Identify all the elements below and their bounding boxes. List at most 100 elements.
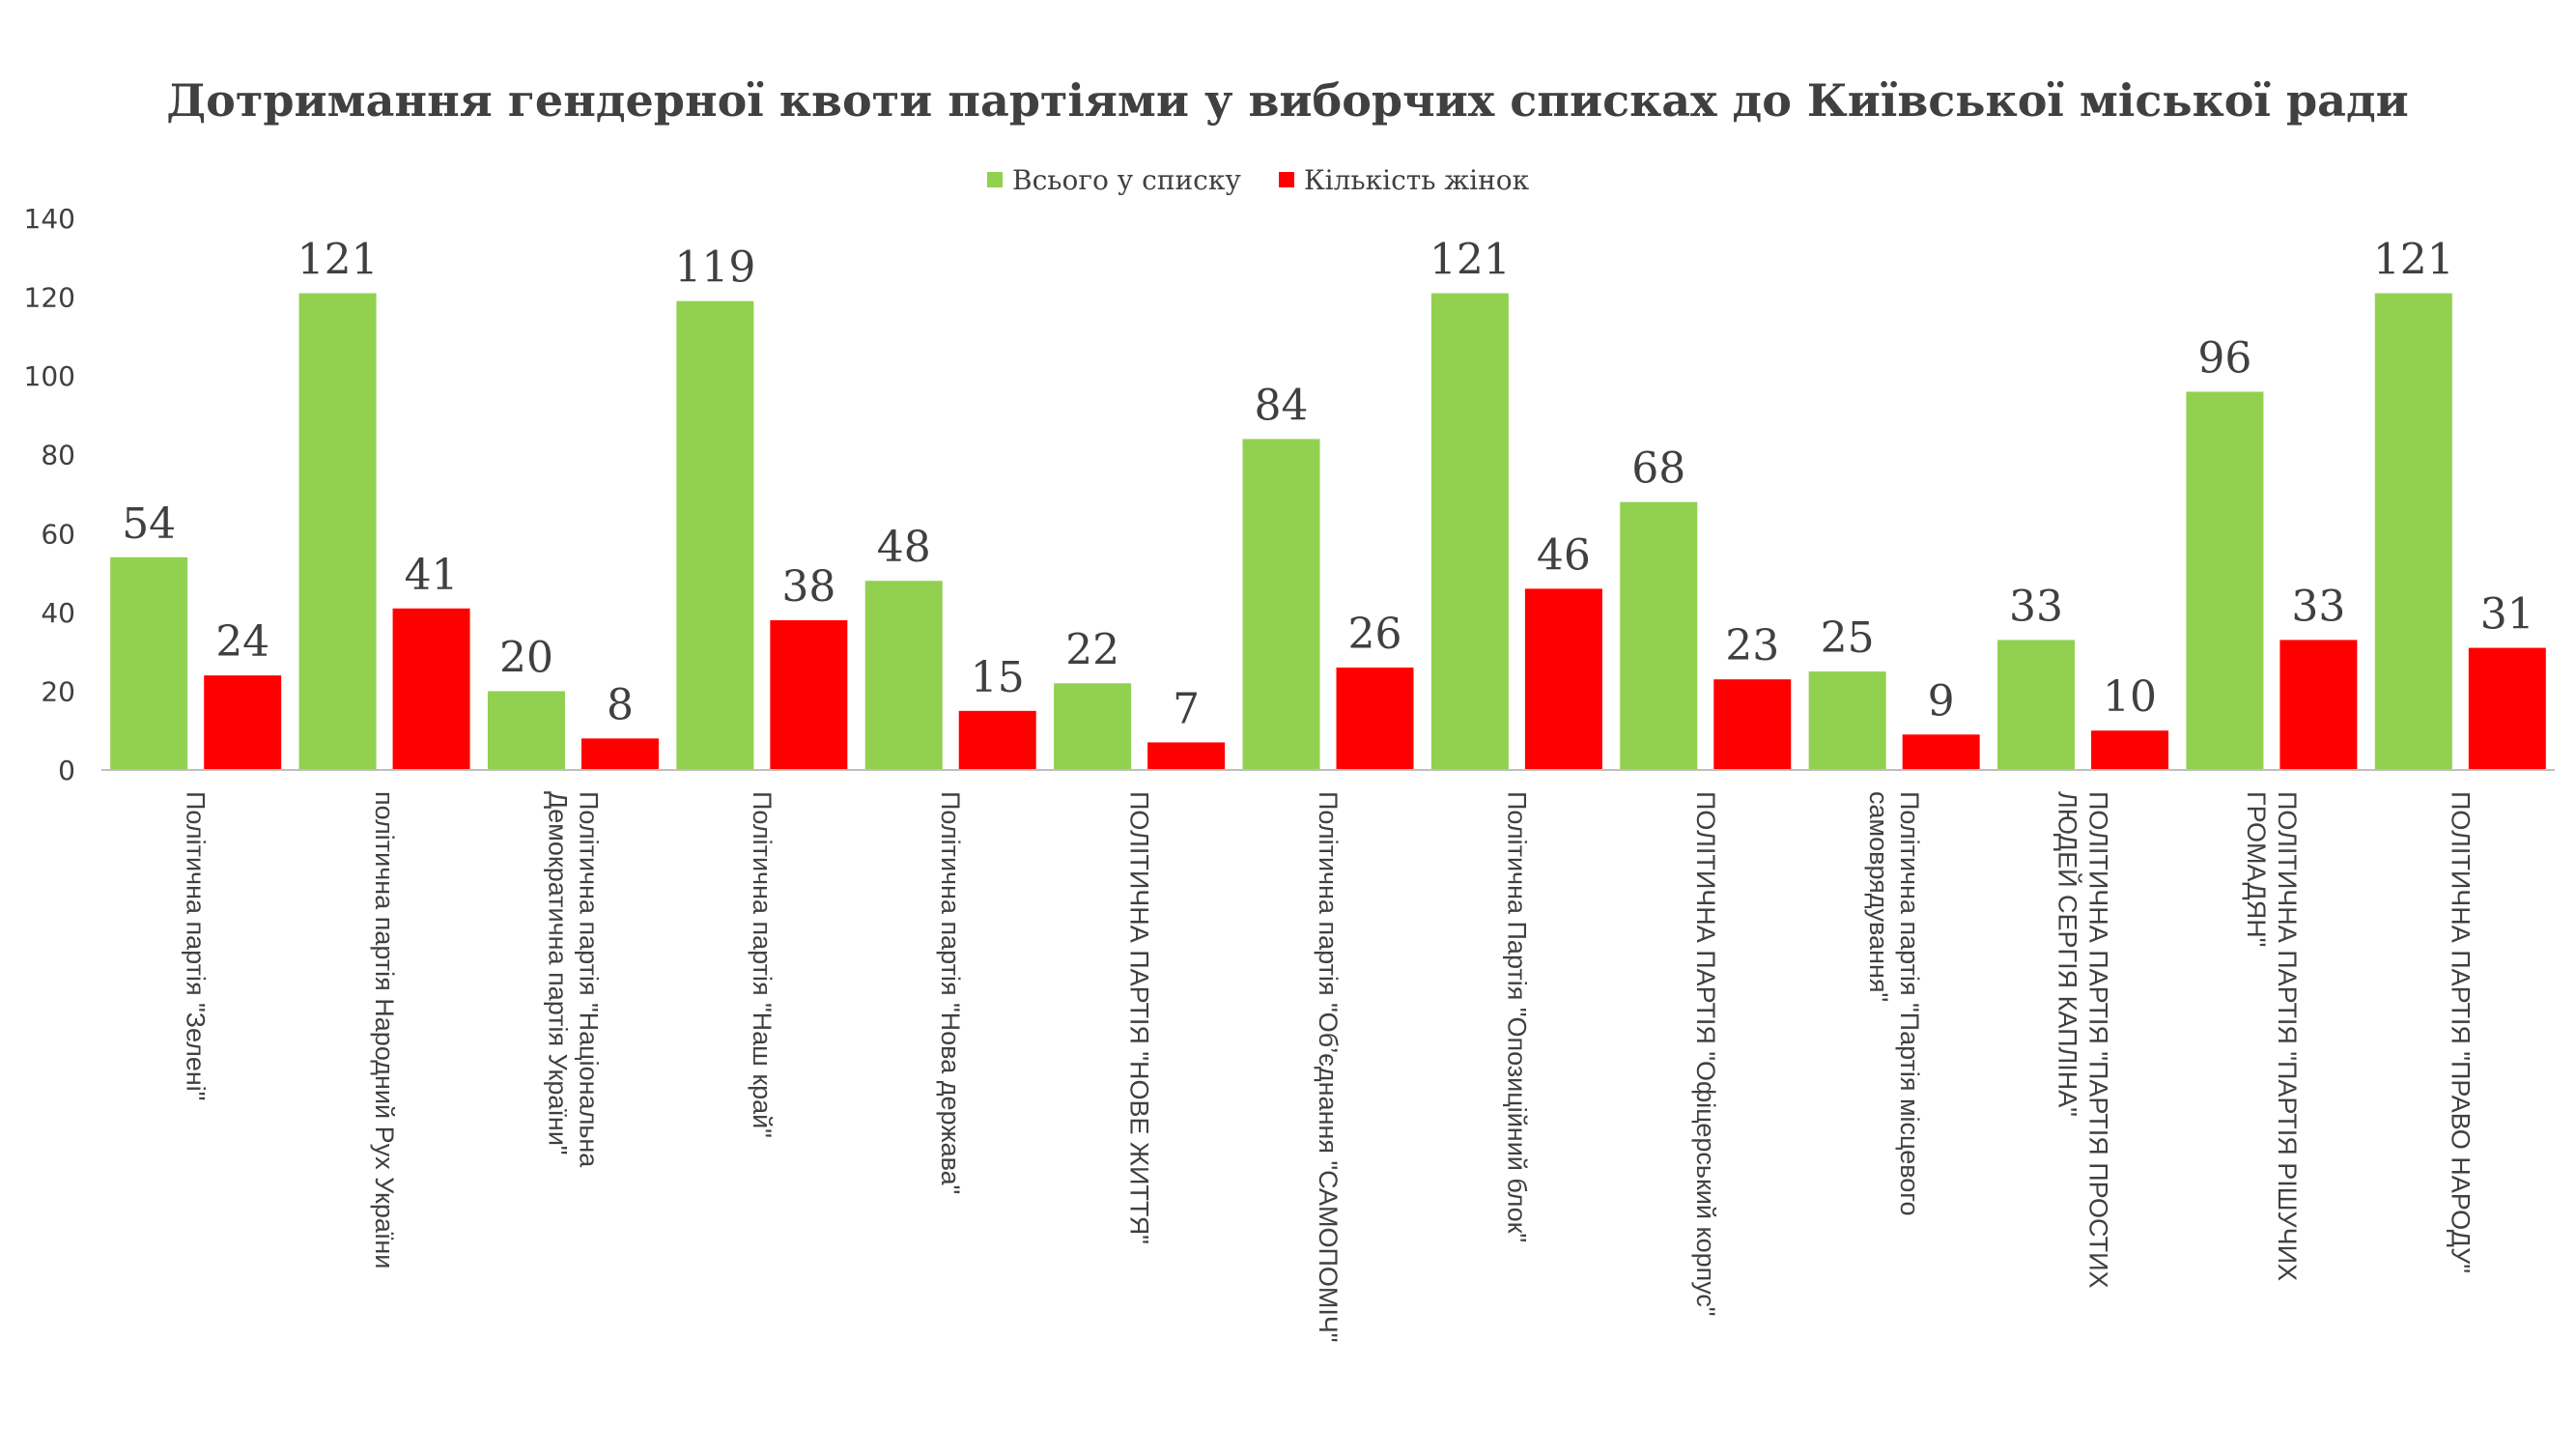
x-tick-label-text: Політична партія "НаціональнаДемократичн… (543, 791, 603, 1168)
bar-total (676, 300, 754, 770)
x-tick-label-text: Політична партія "Наш край" (748, 791, 777, 1138)
x-tick-label-line: ЛЮДЕЙ СЕРГІЯ КАПЛІНА" (2053, 791, 2083, 1117)
data-label-total: 119 (674, 243, 755, 293)
bars (110, 293, 2546, 770)
bar-women (1713, 679, 1792, 770)
x-tick-label-line: ПОЛІТИЧНА ПАРТІЯ "ПАРТІЯ ПРОСТИХ (2084, 791, 2113, 1289)
x-tick-label-text: ПОЛІТИЧНА ПАРТІЯ "ПАРТІЯ РІШУЧИХГРОМАДЯН… (2242, 791, 2302, 1281)
data-label-women: 41 (405, 551, 459, 600)
data-label-total: 22 (1065, 625, 1119, 674)
bar-total (1054, 683, 1132, 770)
y-tick-label: 140 (24, 203, 75, 235)
y-tick-label: 40 (41, 597, 75, 629)
x-tick-label: ПОЛІТИЧНА ПАРТІЯ "НОВЕ ЖИТТЯ" (1125, 791, 1154, 1244)
data-label-women: 46 (1537, 530, 1591, 580)
bar-women (1902, 734, 1980, 770)
bar-women (580, 738, 659, 770)
x-tick-label-text: ПОЛІТИЧНА ПАРТІЯ "ПРАВО НАРОДУ" (2446, 791, 2475, 1273)
data-label-total: 20 (499, 633, 553, 682)
x-tick-label-line: ПОЛІТИЧНА ПАРТІЯ "ПАРТІЯ РІШУЧИХ (2273, 791, 2302, 1281)
data-label-total: 96 (2197, 333, 2251, 383)
data-label-total: 33 (2009, 582, 2063, 631)
bar-women (1524, 588, 1602, 770)
data-label-total: 121 (297, 235, 379, 284)
bar-total (110, 556, 188, 770)
x-tick-label-line: Політична партія "Об’єднання "САМОПОМІЧ" (1314, 791, 1343, 1343)
y-tick-label: 60 (41, 518, 75, 550)
y-tick-label: 120 (24, 282, 75, 314)
x-tick-label-text: політична партія Народний Рух України (370, 791, 399, 1269)
y-axis: 0 20 40 60 80 100 120 140 (24, 203, 75, 786)
x-tick-label: Політична партія "Об’єднання "САМОПОМІЧ" (1314, 791, 1343, 1343)
legend-label-women: Кількість жінок (1304, 164, 1530, 196)
bar-total (2374, 293, 2452, 770)
data-label-women: 33 (2291, 582, 2345, 631)
x-tick-label: Політична партія "Зелені" (182, 791, 211, 1100)
x-tick-label: Політична партія "Наш край" (748, 791, 777, 1138)
data-label-total: 121 (2373, 235, 2454, 284)
data-label-women: 10 (2103, 672, 2157, 722)
x-tick-label-line: ПОЛІТИЧНА ПАРТІЯ "НОВЕ ЖИТТЯ" (1125, 791, 1154, 1244)
x-tick-label-line: Політична партія "Партія місцевого (1895, 791, 1924, 1216)
x-tick-label-line: політична партія Народний Рух України (370, 791, 399, 1269)
x-tick-label-line: Політична партія "Наш край" (748, 791, 777, 1138)
data-label-total: 54 (122, 499, 176, 549)
x-tick-label: Політична партія "Нова держава" (936, 791, 965, 1194)
x-tick-label-line: самоврядування" (1864, 791, 1893, 1002)
data-label-total: 121 (1430, 235, 1511, 284)
x-tick-label-text: Політична партія "Об’єднання "САМОПОМІЧ" (1314, 791, 1343, 1343)
x-tick-label: ПОЛІТИЧНА ПАРТІЯ "Офіцерський корпус" (1691, 791, 1720, 1317)
bar-women (958, 710, 1036, 770)
x-tick-label-line: ПОЛІТИЧНА ПАРТІЯ "ПРАВО НАРОДУ" (2446, 791, 2475, 1273)
y-tick-label: 80 (41, 440, 75, 471)
x-tick-label-text: ПОЛІТИЧНА ПАРТІЯ "ПАРТІЯ ПРОСТИХЛЮДЕЙ СЕ… (2053, 791, 2113, 1289)
x-tick-label-text: ПОЛІТИЧНА ПАРТІЯ "НОВЕ ЖИТТЯ" (1125, 791, 1154, 1244)
data-label-total: 68 (1631, 444, 1685, 494)
data-label-women: 8 (607, 680, 634, 729)
x-axis-labels: Політична партія "Зелені" політична парті… (182, 791, 2476, 1343)
bar-total (2186, 391, 2264, 770)
data-label-total: 84 (1255, 381, 1309, 430)
x-tick-label-line: Демократична партія України" (543, 791, 572, 1155)
legend: Всього у списку Кількість жінок (987, 164, 1530, 196)
bar-women (1147, 742, 1226, 770)
x-tick-label-text: Політична партія "Нова держава" (936, 791, 965, 1194)
data-label-women: 7 (1173, 684, 1200, 733)
bar-total (298, 293, 377, 770)
data-label-women: 15 (971, 653, 1025, 702)
bar-women (392, 608, 470, 770)
data-label-women: 38 (781, 562, 835, 612)
x-tick-label-text: Політична партія "Зелені" (182, 791, 211, 1100)
bar-women (2279, 640, 2358, 770)
x-tick-label-line: Політична Партія "Опозиційний блок" (1502, 791, 1531, 1242)
x-tick-label: ПОЛІТИЧНА ПАРТІЯ "ПАРТІЯ РІШУЧИХГРОМАДЯН… (2242, 791, 2302, 1281)
bar-women (770, 620, 848, 770)
data-label-women: 26 (1348, 610, 1402, 659)
y-tick-label: 20 (41, 675, 75, 707)
y-tick-label: 100 (24, 360, 75, 392)
bar-total (864, 581, 943, 770)
bar-women (1336, 667, 1414, 770)
bar-women (2091, 730, 2169, 770)
data-label-women: 23 (1725, 621, 1779, 670)
bar-total (1997, 640, 2076, 770)
bar-total (487, 691, 565, 770)
data-label-total: 25 (1821, 613, 1875, 663)
data-label-women: 31 (2480, 590, 2534, 640)
bar-total (1430, 293, 1509, 770)
x-tick-label: політична партія Народний Рух України (370, 791, 399, 1269)
x-tick-label-text: Політична партія "Партія місцевогосамовр… (1864, 791, 1924, 1216)
y-tick-label: 0 (58, 755, 75, 786)
bar-total (1620, 501, 1698, 770)
bar-women (2468, 647, 2546, 770)
bar-women (204, 675, 282, 770)
x-tick-label: Політична Партія "Опозиційний блок" (1502, 791, 1531, 1242)
x-tick-label: ПОЛІТИЧНА ПАРТІЯ "ПРАВО НАРОДУ" (2446, 791, 2475, 1273)
data-label-total: 48 (877, 523, 931, 572)
x-tick-label: ПОЛІТИЧНА ПАРТІЯ "ПАРТІЯ ПРОСТИХЛЮДЕЙ СЕ… (2053, 791, 2113, 1289)
x-tick-label: Політична партія "Партія місцевогосамовр… (1864, 791, 1924, 1216)
x-tick-label: Політична партія "НаціональнаДемократичн… (543, 791, 603, 1168)
data-label-women: 24 (215, 617, 269, 667)
x-tick-label-line: ГРОМАДЯН" (2242, 791, 2271, 947)
